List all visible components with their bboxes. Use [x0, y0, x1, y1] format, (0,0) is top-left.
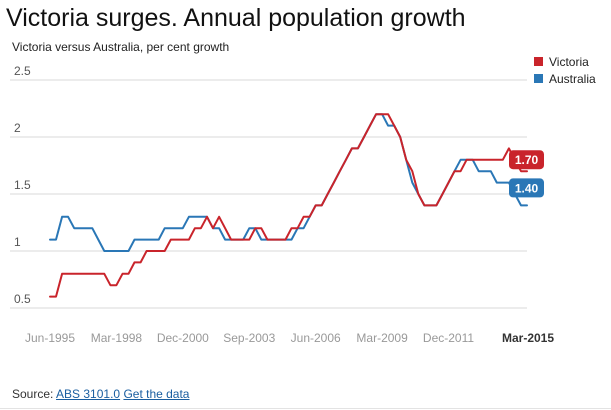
get-data-link[interactable]: Get the data: [123, 387, 190, 401]
y-tick-label: 0.5: [14, 292, 31, 306]
footer-divider: [0, 408, 611, 409]
y-tick-label: 1.5: [14, 178, 31, 192]
legend-swatch-victoria: [534, 57, 543, 66]
source-link[interactable]: ABS 3101.0: [56, 387, 121, 401]
legend-swatch-australia: [534, 74, 543, 83]
x-tick-label: Jun-2006: [291, 331, 341, 345]
end-label-badge: [509, 150, 544, 170]
legend-label-victoria: Victoria: [549, 54, 589, 69]
y-tick-label: 2: [14, 121, 21, 135]
end-label-text: 1.70: [515, 153, 539, 167]
chart-title: Victoria surges. Annual population growt…: [6, 4, 466, 32]
legend-item-australia[interactable]: Australia: [534, 70, 596, 87]
legend-label-australia: Australia: [549, 71, 596, 86]
x-tick-label: Mar-2015: [502, 331, 554, 345]
x-tick-label: Dec-2000: [157, 331, 209, 345]
series-line-australia: [49, 113, 528, 252]
x-tick-label: Sep-2003: [223, 331, 275, 345]
end-label-text: 1.40: [515, 181, 539, 195]
end-label-australia: 1.40: [509, 178, 544, 198]
x-tick-label: Dec-2011: [423, 331, 474, 345]
y-tick-label: 1: [14, 235, 21, 249]
y-tick-label: 2.5: [14, 64, 31, 78]
series-line-victoria: [49, 113, 528, 298]
source-line: Source: ABS 3101.0 Get the data: [12, 387, 189, 401]
legend: Victoria Australia: [534, 53, 596, 87]
x-tick-label: Mar-1998: [91, 331, 143, 345]
chart-subtitle: Victoria versus Australia, per cent grow…: [12, 40, 230, 54]
end-label-badge: [509, 178, 544, 198]
legend-item-victoria[interactable]: Victoria: [534, 53, 596, 70]
x-tick-label: Mar-2009: [356, 331, 408, 345]
source-label: Source:: [12, 387, 54, 401]
end-label-victoria: 1.70: [509, 150, 544, 170]
x-tick-label: Jun-1995: [25, 331, 75, 345]
